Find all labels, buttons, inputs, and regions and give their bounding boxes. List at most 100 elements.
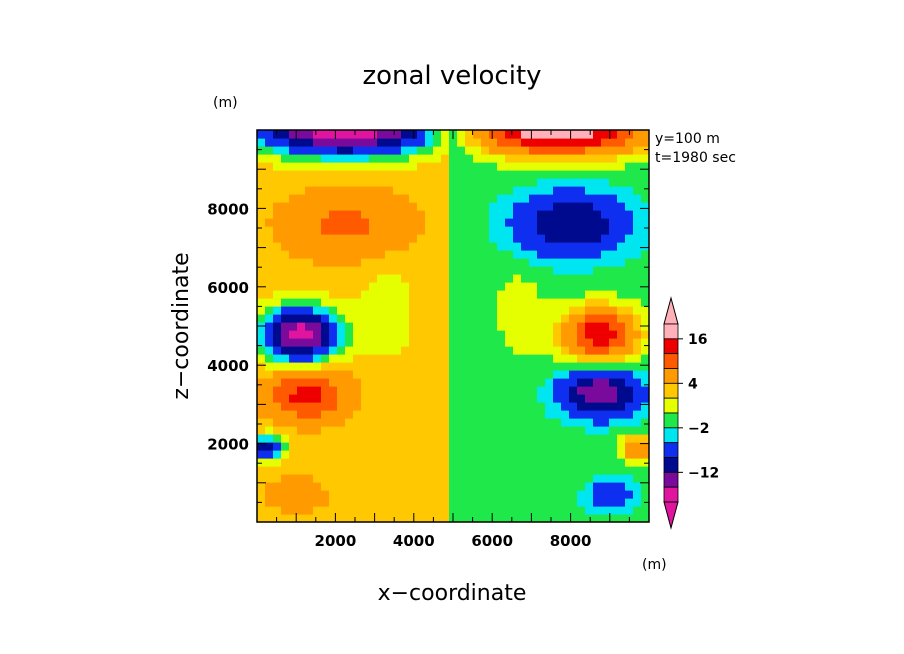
contour-cell (449, 274, 458, 283)
contour-cell (385, 234, 394, 243)
contour-cell (641, 370, 649, 379)
contour-cell (441, 282, 450, 291)
contour-cell (601, 202, 610, 211)
contour-cell (273, 370, 282, 379)
contour-cell (401, 298, 410, 307)
contour-cell (305, 418, 314, 427)
contour-cell (353, 282, 362, 291)
contour-cell (393, 362, 402, 371)
contour-cell (265, 474, 274, 483)
contour-cell (553, 514, 562, 522)
contour-cell (577, 138, 586, 147)
contour-cell (449, 186, 458, 195)
contour-cell (353, 274, 362, 283)
contour-cell (273, 362, 282, 371)
contour-cell (521, 354, 530, 363)
contour-cell (337, 170, 346, 179)
contour-cell (457, 498, 466, 507)
contour-cell (337, 314, 346, 323)
contour-cell (545, 250, 554, 259)
contour-cell (345, 226, 354, 235)
contour-cell (441, 242, 450, 251)
contour-cell (457, 290, 466, 299)
contour-cell (513, 458, 522, 467)
contour-cell (553, 218, 562, 227)
contour-cell (601, 218, 610, 227)
contour-cell (377, 434, 386, 443)
contour-cell (377, 314, 386, 323)
contour-cell (289, 210, 298, 219)
contour-cell (289, 474, 298, 483)
contour-cell (577, 130, 586, 139)
contour-cell (545, 202, 554, 211)
contour-cell (337, 394, 346, 403)
contour-cell (497, 506, 506, 515)
contour-cell (409, 154, 418, 163)
contour-cell (393, 210, 402, 219)
contour-cell (441, 426, 450, 435)
contour-cell (425, 442, 434, 451)
contour-cell (377, 202, 386, 211)
contour-cell (593, 178, 602, 187)
contour-cell (353, 354, 362, 363)
contour-cell (601, 514, 610, 522)
contour-cell (585, 474, 594, 483)
contour-cell (265, 338, 274, 347)
contour-cell (409, 266, 418, 275)
contour-cell (473, 410, 482, 419)
contour-cell (281, 442, 290, 451)
contour-cell (569, 170, 578, 179)
contour-cell (569, 258, 578, 267)
contour-cell (473, 154, 482, 163)
contour-cell (337, 378, 346, 387)
contour-cell (609, 434, 618, 443)
contour-cell (321, 162, 330, 171)
contour-cell (457, 410, 466, 419)
contour-cell (537, 186, 546, 195)
contour-cell (353, 178, 362, 187)
contour-cell (433, 154, 442, 163)
contour-cell (289, 138, 298, 147)
contour-cell (561, 146, 570, 155)
contour-cell (409, 282, 418, 291)
contour-cell (377, 450, 386, 459)
contour-cell (601, 194, 610, 203)
contour-cell (585, 258, 594, 267)
contour-cell (609, 314, 618, 323)
contour-cell (345, 450, 354, 459)
contour-cell (409, 498, 418, 507)
contour-cell (577, 146, 586, 155)
contour-cell (521, 162, 530, 171)
contour-cell (361, 410, 370, 419)
contour-cell (361, 514, 370, 522)
contour-cell (305, 130, 314, 139)
contour-cell (585, 186, 594, 195)
contour-cell (497, 138, 506, 147)
contour-cell (361, 482, 370, 491)
contour-cell (585, 410, 594, 419)
contour-cell (617, 378, 626, 387)
contour-cell (505, 306, 514, 315)
contour-cell (529, 234, 538, 243)
contour-cell (577, 394, 586, 403)
contour-cell (561, 370, 570, 379)
contour-cell (473, 426, 482, 435)
contour-cell (633, 482, 642, 491)
contour-cell (585, 330, 594, 339)
contour-cell (633, 490, 642, 499)
contour-cell (321, 282, 330, 291)
contour-cell (281, 266, 290, 275)
contour-cell (409, 386, 418, 395)
contour-cell (393, 386, 402, 395)
contour-cell (473, 506, 482, 515)
contour-cell (385, 322, 394, 331)
contour-cell (617, 466, 626, 475)
contour-cell (585, 290, 594, 299)
contour-cell (377, 490, 386, 499)
contour-cell (329, 290, 338, 299)
contour-cell (609, 506, 618, 515)
contour-cell (401, 442, 410, 451)
contour-cell (529, 194, 538, 203)
contour-cell (569, 306, 578, 315)
contour-cell (585, 146, 594, 155)
